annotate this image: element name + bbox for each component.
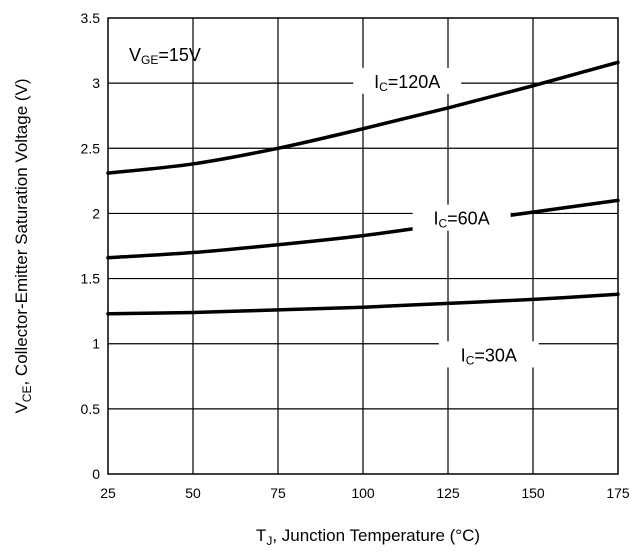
tick-labels: 25 50 75 100 125 150 175 0 0.5 1 1.5 2 2.5 3 3.5 <box>81 10 630 501</box>
x-tick-label: 75 <box>270 485 286 501</box>
x-axis-title: TJ, Junction Temperature (°C) <box>256 526 480 548</box>
y-tick-label: 1 <box>92 336 100 352</box>
y-axis-title: VCE, Collector-Emitter Saturation Voltag… <box>12 78 34 413</box>
curve-label: IC=60A <box>433 209 489 231</box>
curve-label-bg <box>438 341 539 368</box>
series-line <box>106 198 620 260</box>
series-line <box>106 60 620 175</box>
curves <box>106 60 620 316</box>
x-tick-label: 25 <box>100 485 116 501</box>
series-line <box>106 292 620 316</box>
curve-label: IC=120A <box>374 72 440 94</box>
y-tick-label: 3.5 <box>81 10 101 26</box>
y-tick-label: 2.5 <box>81 140 101 156</box>
y-tick-label: 1.5 <box>81 271 101 287</box>
y-tick-label: 2 <box>92 205 100 221</box>
x-tick-label: 150 <box>521 485 545 501</box>
curve-label: IC=30A <box>461 345 517 367</box>
curve-label-bg <box>353 67 462 94</box>
plot-area-frame <box>107 17 619 475</box>
grid-lines <box>108 18 618 474</box>
y-tick-label: 0.5 <box>81 401 101 417</box>
x-tick-label: 50 <box>185 485 201 501</box>
y-tick-label: 3 <box>92 75 100 91</box>
condition-label: VGE=15V <box>129 45 201 67</box>
curve-label-bg <box>412 204 511 231</box>
y-tick-label: 0 <box>92 466 100 482</box>
curve-labels: IC=120A IC=60A IC=30A <box>353 67 539 368</box>
x-tick-label: 125 <box>436 485 460 501</box>
x-tick-label: 100 <box>351 485 375 501</box>
x-tick-label: 175 <box>606 485 630 501</box>
